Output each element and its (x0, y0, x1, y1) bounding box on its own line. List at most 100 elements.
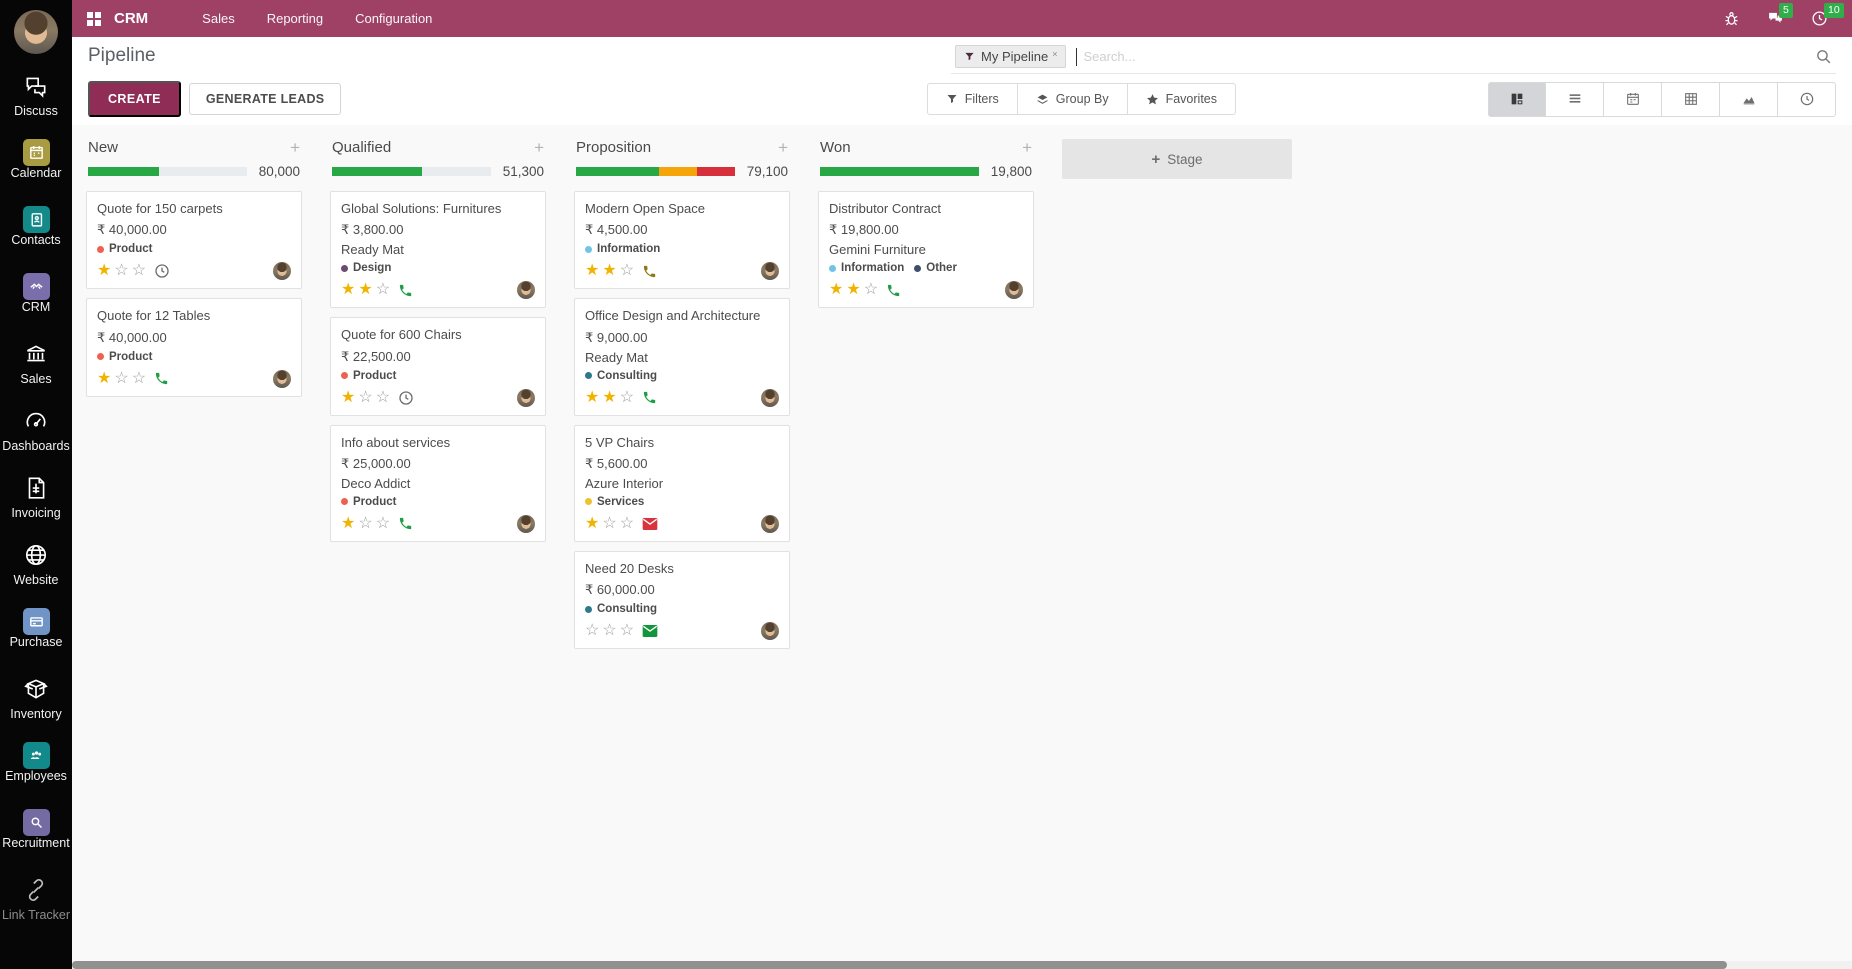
menu-sales[interactable]: Sales (202, 11, 235, 26)
sidebar-item-sales[interactable]: Sales (0, 340, 72, 407)
priority-stars[interactable]: ★ ☆ ☆ (97, 369, 147, 387)
search-icon[interactable] (1815, 48, 1832, 65)
sidebar-item-calendar[interactable]: Calendar (0, 139, 72, 206)
column-progressbar[interactable] (820, 167, 979, 176)
priority-stars[interactable]: ★ ☆ ☆ (97, 262, 147, 280)
kanban-column-new: New + 80,000 Quote for 150 carpets ₹ 40,… (86, 139, 302, 397)
salesperson-avatar[interactable] (761, 388, 779, 407)
filters-button[interactable]: Filters (926, 83, 1018, 115)
view-graph-button[interactable] (1720, 81, 1778, 117)
phone-activity-icon[interactable] (398, 283, 413, 298)
view-calendar-button[interactable] (1604, 81, 1662, 117)
kanban-card[interactable]: Info about services ₹ 25,000.00 Deco Add… (330, 424, 546, 542)
sidebar-item-invoicing[interactable]: Invoicing (0, 474, 72, 541)
sidebar-item-website[interactable]: Website (0, 541, 72, 608)
kanban-card[interactable]: Quote for 12 Tables ₹ 40,000.00 Product … (86, 298, 302, 397)
salesperson-avatar[interactable] (761, 262, 779, 281)
column-progressbar[interactable] (88, 167, 247, 176)
sidebar-item-link-tracker[interactable]: Link Tracker (0, 876, 72, 943)
column-progressbar[interactable] (576, 167, 735, 176)
apps-menu-icon[interactable] (86, 11, 102, 27)
kanban-card[interactable]: 5 VP Chairs ₹ 5,600.00 Azure Interior Se… (574, 424, 790, 542)
quick-add-icon[interactable]: + (290, 138, 300, 157)
phone-activity-icon[interactable] (398, 516, 413, 531)
sidebar-item-crm[interactable]: CRM (0, 273, 72, 340)
inventory-icon (23, 675, 50, 702)
tag-dot (585, 245, 592, 253)
kanban-card[interactable]: Need 20 Desks ₹ 60,000.00 Consulting ☆ ☆ ☆ (574, 550, 790, 649)
sidebar-item-dashboards[interactable]: Dashboards (0, 407, 72, 474)
sidebar-item-contacts[interactable]: Contacts (0, 206, 72, 273)
envelope-activity-icon[interactable] (642, 624, 658, 638)
view-pivot-button[interactable] (1662, 81, 1720, 117)
view-activity-button[interactable] (1778, 81, 1836, 117)
clock-activity-icon[interactable] (398, 390, 414, 406)
activities-icon[interactable]: 10 (1811, 3, 1844, 27)
phone-activity-icon[interactable] (154, 371, 169, 386)
priority-stars[interactable]: ★ ★ ☆ (585, 262, 635, 280)
calendar-icon (22, 139, 50, 166)
column-total: 51,300 (502, 164, 544, 179)
priority-stars[interactable]: ★ ★ ☆ (341, 281, 391, 299)
salesperson-avatar[interactable] (761, 514, 779, 533)
horizontal-scrollbar[interactable] (72, 961, 1852, 969)
sidebar-label: Link Tracker (1, 908, 71, 922)
quick-add-icon[interactable]: + (778, 138, 788, 157)
view-kanban-button[interactable] (1488, 81, 1546, 117)
salesperson-avatar[interactable] (1005, 281, 1023, 300)
menu-configuration[interactable]: Configuration (355, 11, 433, 26)
search-facet[interactable]: My Pipeline × (955, 45, 1067, 68)
kanban-card[interactable]: Quote for 150 carpets ₹ 40,000.00 Produc… (86, 191, 302, 290)
app-name[interactable]: CRM (114, 10, 149, 27)
salesperson-avatar[interactable] (761, 622, 779, 640)
favorites-label: Favorites (1165, 92, 1217, 106)
add-stage-button[interactable]: + Stage (1062, 139, 1292, 179)
card-partner: Ready Mat (585, 349, 648, 365)
kanban-card[interactable]: Global Solutions: Furnitures ₹ 3,800.00 … (330, 191, 546, 309)
envelope-activity-icon[interactable] (642, 517, 658, 531)
priority-stars[interactable]: ★ ☆ ☆ (341, 388, 391, 406)
facet-remove-icon[interactable]: × (1052, 49, 1058, 59)
sidebar-label: Calendar (10, 166, 62, 180)
messages-badge: 5 (1779, 3, 1793, 18)
column-progressbar[interactable] (332, 167, 491, 176)
phone-activity-icon[interactable] (642, 390, 657, 405)
search-input[interactable] (1077, 49, 1815, 64)
sidebar-item-recruitment[interactable]: Recruitment (0, 809, 72, 876)
priority-stars[interactable]: ★ ☆ ☆ (341, 514, 391, 532)
messages-icon[interactable]: 5 (1766, 3, 1793, 27)
favorites-button[interactable]: Favorites (1127, 83, 1236, 115)
kanban-card[interactable]: Distributor Contract ₹ 19,800.00 Gemini … (818, 191, 1034, 309)
create-button[interactable]: CREATE (88, 81, 181, 117)
kanban-card[interactable]: Office Design and Architecture ₹ 9,000.0… (574, 298, 790, 416)
kanban-card[interactable]: Modern Open Space ₹ 4,500.00 Information… (574, 191, 790, 290)
salesperson-avatar[interactable] (273, 262, 291, 281)
salesperson-avatar[interactable] (273, 369, 291, 388)
quick-add-icon[interactable]: + (534, 138, 544, 157)
salesperson-avatar[interactable] (517, 388, 535, 407)
scrollbar-thumb[interactable] (72, 961, 1728, 969)
phone-activity-icon[interactable] (886, 283, 901, 298)
group-by-button[interactable]: Group By (1017, 83, 1128, 115)
priority-stars[interactable]: ★ ☆ ☆ (585, 514, 635, 532)
sidebar-item-employees[interactable]: Employees (0, 742, 72, 809)
sidebar-item-inventory[interactable]: Inventory (0, 675, 72, 742)
phone-activity-icon[interactable] (642, 264, 657, 279)
kanban-card[interactable]: Quote for 600 Chairs ₹ 22,500.00 Product… (330, 317, 546, 416)
priority-stars[interactable]: ☆ ☆ ☆ (585, 622, 635, 639)
quick-add-icon[interactable]: + (1022, 138, 1032, 157)
generate-leads-button[interactable]: GENERATE LEADS (188, 83, 342, 115)
sidebar-item-purchase[interactable]: Purchase (0, 608, 72, 675)
search-bar[interactable]: My Pipeline × (951, 43, 1836, 74)
clock-activity-icon[interactable] (154, 263, 170, 279)
salesperson-avatar[interactable] (517, 281, 535, 300)
priority-stars[interactable]: ★ ★ ☆ (829, 281, 879, 299)
debug-bug-icon[interactable] (1723, 10, 1740, 27)
menu-reporting[interactable]: Reporting (266, 11, 324, 26)
main-area: CRM Sales Reporting Configuration 5 10 P… (72, 0, 1852, 969)
view-list-button[interactable] (1546, 81, 1604, 117)
salesperson-avatar[interactable] (517, 514, 535, 533)
priority-stars[interactable]: ★ ★ ☆ (585, 388, 635, 406)
sidebar-item-discuss[interactable]: Discuss (0, 72, 72, 139)
user-avatar[interactable] (14, 10, 58, 54)
